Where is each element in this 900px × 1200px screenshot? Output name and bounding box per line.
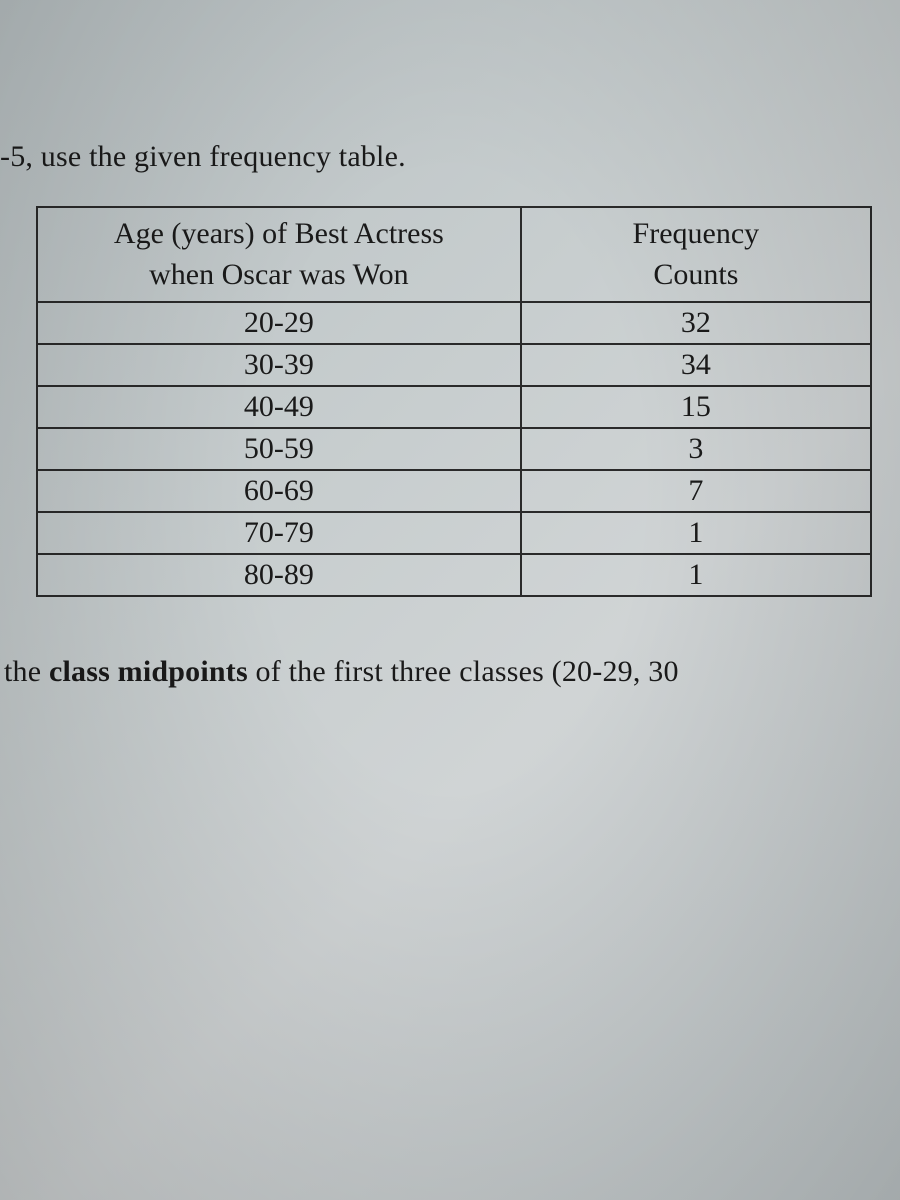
table-row: 70-79 1	[37, 512, 871, 554]
cell-age: 70-79	[37, 512, 521, 554]
table-row: 80-89 1	[37, 554, 871, 596]
cell-age: 40-49	[37, 386, 521, 428]
footer-pre: the	[4, 655, 49, 688]
footer-text: the class midpoints of the first three c…	[0, 655, 900, 689]
header-freq-line1: Frequency	[633, 217, 760, 250]
cell-count: 34	[521, 344, 871, 386]
cell-count: 15	[521, 386, 871, 428]
column-header-frequency: Frequency Counts	[521, 207, 871, 302]
table-row: 20-29 32	[37, 302, 871, 344]
frequency-table: Age (years) of Best Actress when Oscar w…	[36, 206, 872, 597]
cell-age: 80-89	[37, 554, 521, 596]
footer-post: of the first three classes (20-29, 30	[248, 655, 679, 688]
cell-age: 30-39	[37, 344, 521, 386]
cell-count: 3	[521, 428, 871, 470]
table-row: 60-69 7	[37, 470, 871, 512]
cell-count: 7	[521, 470, 871, 512]
cell-count: 1	[521, 554, 871, 596]
cell-count: 32	[521, 302, 871, 344]
footer-bold: class midpoints	[49, 655, 248, 688]
table-header-row: Age (years) of Best Actress when Oscar w…	[37, 207, 871, 302]
cell-age: 50-59	[37, 428, 521, 470]
header-age-line2: when Oscar was Won	[149, 258, 408, 291]
table-row: 50-59 3	[37, 428, 871, 470]
page-content: -5, use the given frequency table. Age (…	[0, 0, 900, 689]
table-row: 30-39 34	[37, 344, 871, 386]
header-age-line1: Age (years) of Best Actress	[114, 217, 444, 250]
table-row: 40-49 15	[37, 386, 871, 428]
intro-text: -5, use the given frequency table.	[0, 140, 900, 174]
cell-age: 60-69	[37, 470, 521, 512]
frequency-table-wrap: Age (years) of Best Actress when Oscar w…	[0, 206, 900, 597]
column-header-age: Age (years) of Best Actress when Oscar w…	[37, 207, 521, 302]
cell-age: 20-29	[37, 302, 521, 344]
cell-count: 1	[521, 512, 871, 554]
header-freq-line2: Counts	[653, 258, 738, 291]
